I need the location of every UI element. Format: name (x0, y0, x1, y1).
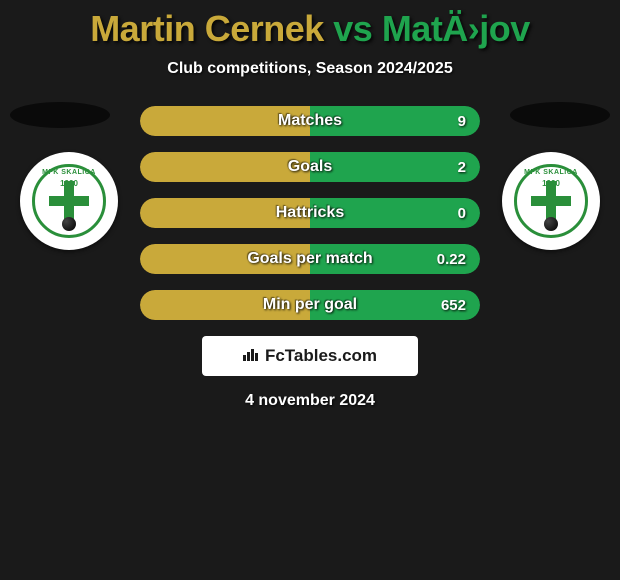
club-logo-inner: MFK SKALICA 1920 (32, 164, 106, 238)
bar-fill-left (140, 152, 310, 182)
club-logo-left: MFK SKALICA 1920 (20, 152, 118, 250)
title-player-right: MatÄ›jov (382, 8, 530, 49)
brand-text: FcTables.com (265, 346, 377, 366)
bar-value-right: 652 (441, 297, 466, 314)
bar-label: Hattricks (276, 204, 344, 222)
bar-label: Matches (278, 112, 342, 130)
stat-bar: Goals per match 0.22 (140, 244, 480, 274)
club-logo-text: MFK SKALICA (517, 169, 585, 176)
stat-bar: Goals 2 (140, 152, 480, 182)
comparison-title: Martin Cernek vs MatÄ›jov (0, 0, 620, 50)
brand-badge: FcTables.com (202, 336, 418, 376)
logo-stripe-v (64, 181, 74, 222)
title-vs: vs (324, 8, 382, 49)
comparison-content: MFK SKALICA 1920 MFK SKALICA 1920 Matche… (0, 106, 620, 410)
bar-value-right: 0 (458, 205, 466, 222)
title-player-left: Martin Cernek (90, 8, 324, 49)
bar-label: Goals (288, 158, 332, 176)
soccer-ball-icon (62, 217, 76, 231)
date-text: 4 november 2024 (0, 392, 620, 410)
bar-label: Min per goal (263, 296, 357, 314)
soccer-ball-icon (544, 217, 558, 231)
stat-bar: Hattricks 0 (140, 198, 480, 228)
stat-bar: Matches 9 (140, 106, 480, 136)
stat-bar: Min per goal 652 (140, 290, 480, 320)
logo-stripe-v (546, 181, 556, 222)
bar-value-right: 0.22 (437, 251, 466, 268)
bar-value-right: 2 (458, 159, 466, 176)
club-logo-inner: MFK SKALICA 1920 (514, 164, 588, 238)
bar-value-right: 9 (458, 113, 466, 130)
shadow-left (10, 102, 110, 128)
shadow-right (510, 102, 610, 128)
bar-fill-right (310, 152, 480, 182)
club-logo-text: MFK SKALICA (35, 169, 103, 176)
subtitle: Club competitions, Season 2024/2025 (0, 60, 620, 78)
bar-label: Goals per match (247, 250, 372, 268)
chart-icon (243, 347, 259, 365)
stat-bars: Matches 9 Goals 2 Hattricks 0 Goals per match 0… (140, 106, 480, 320)
club-logo-right: MFK SKALICA 1920 (502, 152, 600, 250)
